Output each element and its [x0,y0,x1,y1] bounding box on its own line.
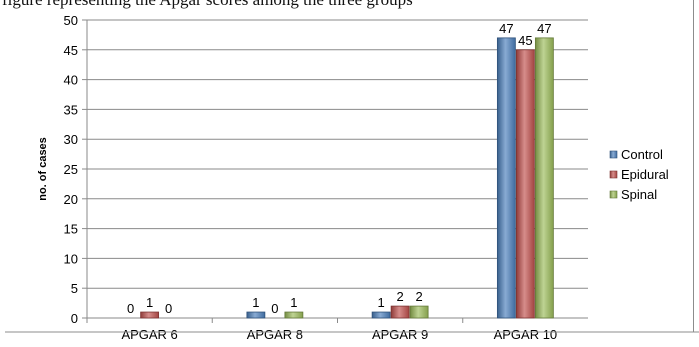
figure-caption: figure representing the Apgar scores amo… [2,0,432,11]
x-tick-label: APGAR 9 [372,327,428,342]
y-axis-title: no. of cases [37,137,49,201]
y-tick-label: 30 [64,132,78,147]
y-tick-label: 40 [64,73,78,88]
data-label: 0 [127,301,134,316]
y-tick-label: 45 [64,43,78,58]
data-label: 2 [416,289,423,304]
bar-control [246,311,266,319]
y-tick-label: 0 [71,311,78,326]
legend: Control Epidural Spinal [609,147,669,202]
x-tick-label: APGAR 6 [121,327,177,342]
bar-epidural [390,305,410,319]
bar-spinal [284,311,304,319]
y-tick-label: 25 [64,162,78,177]
bar-control [371,311,391,319]
data-label: 1 [290,295,297,310]
bar-spinal [409,305,429,319]
data-label: 47 [537,21,551,36]
bars [140,37,554,319]
data-label: 1 [252,295,259,310]
x-axis: APGAR 6 APGAR 8 APGAR 9 APGAR 10 [86,317,588,342]
data-label: 2 [397,289,404,304]
x-tick-label: APGAR 8 [247,327,303,342]
y-tick-label: 10 [64,251,78,266]
y-tick-label: 50 [64,13,78,28]
bar-control [496,37,516,319]
bar-epidural [140,311,160,319]
bar-spinal [534,37,554,319]
data-label: 1 [146,295,153,310]
legend-swatch-spinal [609,190,618,199]
y-tick-label: 5 [71,281,78,296]
legend-label-spinal: Spinal [621,187,657,202]
y-tick-label: 15 [64,222,78,237]
data-label: 45 [518,33,532,48]
data-label: 0 [165,301,172,316]
y-tick-label: 35 [64,102,78,117]
x-tick-label: APGAR 10 [494,327,558,342]
legend-swatch-epidural [609,170,618,179]
y-axis: 0 5 10 15 20 25 30 35 40 45 50 no. of cases [37,13,88,326]
data-label: 1 [378,295,385,310]
data-label: 47 [499,21,513,36]
data-label: 0 [271,301,278,316]
legend-label-control: Control [621,147,663,162]
bar-epidural [515,49,535,319]
legend-swatch-control [609,150,618,159]
legend-label-epidural: Epidural [621,167,669,182]
y-tick-label: 20 [64,192,78,207]
